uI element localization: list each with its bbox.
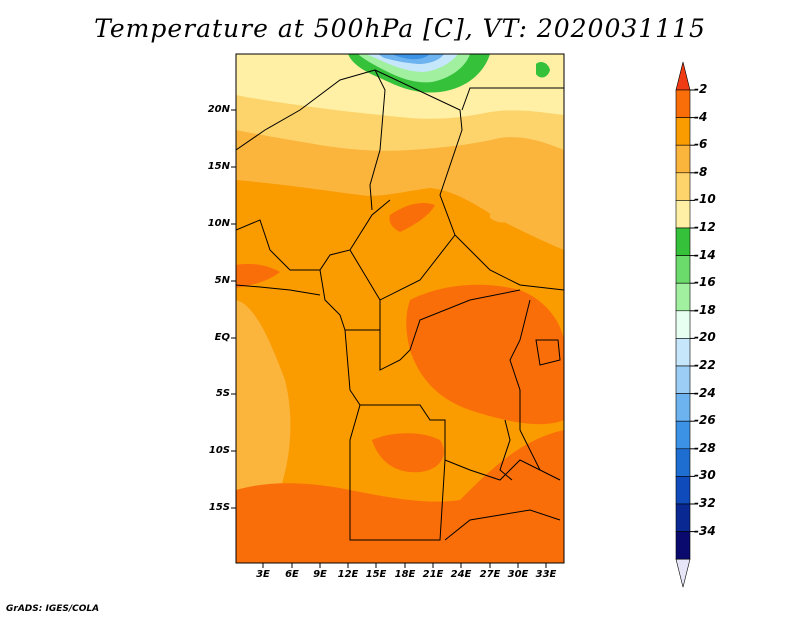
lake-victoria [535,339,561,366]
border-cameroon [319,269,381,331]
lat-label-15n: 15N [207,161,230,172]
lat-label-20n: 20N [207,104,230,115]
colorbar-swatch [675,200,691,229]
credit-label: GrADS: IGES/COLA [6,604,100,614]
colorbar-level-label: -20 [694,330,716,345]
border-libya-egypt [461,87,564,111]
warm-area-south-center [372,433,444,473]
colorbar [675,61,695,588]
lon-label-33e: 33E [535,569,557,580]
border-southern [444,509,561,541]
lon-ticks [262,563,547,568]
small-cold-patch [536,62,550,78]
colorbar-level-label: -12 [694,220,716,234]
lon-label-12e: 12E [337,569,359,580]
colorbar-level-label: -32 [694,496,716,510]
lat-ticks [231,109,236,509]
colorbar-swatch [675,448,691,477]
colorbar-swatch [675,310,691,339]
border-great-lakes [509,299,531,430]
lake-malawi [519,429,541,471]
border-zambia [444,459,561,481]
border-sudan [374,69,564,291]
colorbar-swatch [675,531,691,560]
temperature-field [236,54,564,563]
warm-area-south [236,430,564,563]
lat-label-5n: 5N [214,275,230,286]
border-congo-angola [344,329,446,460]
cool-patch-ne [490,207,515,223]
colorbar-level-label: -28 [694,440,716,455]
colorbar-level-label: -14 [694,247,716,262]
colorbar-swatch [675,338,691,367]
coast-gulf-guinea [236,284,321,296]
lon-label-21e: 21E [422,569,444,580]
colorbar-swatch [675,117,691,146]
colorbar-level-label: -4 [694,109,708,124]
colorbar-arrow-top [675,61,691,91]
colorbar-swatch [675,172,691,201]
border-car [349,234,456,301]
colorbar-arrow-bottom [675,558,691,588]
colorbar-swatch [675,393,691,422]
colorbar-level-label: -34 [694,523,716,538]
colorbar-level-label: -26 [694,413,716,428]
lat-label-10n: 10N [207,218,230,229]
colorbar-swatch [675,255,691,284]
colorbar-level-label: -22 [694,358,716,372]
border-drc-north [379,289,521,371]
lake-tanganyika [499,419,513,481]
colorbar-swatch [675,503,691,532]
band-minus8-west [236,300,291,495]
colorbar-swatch [675,420,691,450]
lon-label-24e: 24E [450,569,472,580]
lon-label-18e: 18E [394,569,416,580]
colorbar-swatch [675,365,691,394]
lon-label-3e: 3E [256,569,270,580]
colorbar-swatch [675,89,691,118]
lon-label-9e: 9E [313,569,327,580]
lat-label-eq: EQ [214,332,230,343]
colorbar-swatch [675,227,691,256]
lat-label-5s: 5S [215,388,230,399]
colorbar-level-label: -8 [694,164,708,179]
lon-label-27e: 27E [479,569,501,580]
lon-label-15e: 15E [365,569,387,580]
colorbar-swatch [675,144,691,174]
colorbar-level-label: -10 [694,192,716,207]
cold-pool-minus28 [392,54,430,60]
lon-label-6e: 6E [285,569,299,580]
colorbar-swatch [675,476,691,505]
warm-area-gulf [236,263,280,288]
colorbar-level-label: -16 [694,275,716,290]
map-title: Temperature at 500hPa [C], VT: 202003111… [94,14,706,43]
colorbar-swatch [675,282,691,312]
colorbar-level-label: -30 [694,468,716,483]
colorbar-level-label: -6 [694,137,708,152]
map-frame [235,53,565,564]
warm-area-east-center [406,284,564,425]
country-borders [236,69,564,541]
colorbar-level-label: -24 [694,385,716,400]
lon-label-30e: 30E [507,569,529,580]
colorbar-level-label: -2 [694,82,708,96]
warm-area-north-center [389,203,435,232]
lat-label-15s: 15S [208,502,230,513]
lat-label-10s: 10S [208,445,230,456]
border-angola [349,404,446,541]
colorbar-level-label: -18 [694,302,716,317]
